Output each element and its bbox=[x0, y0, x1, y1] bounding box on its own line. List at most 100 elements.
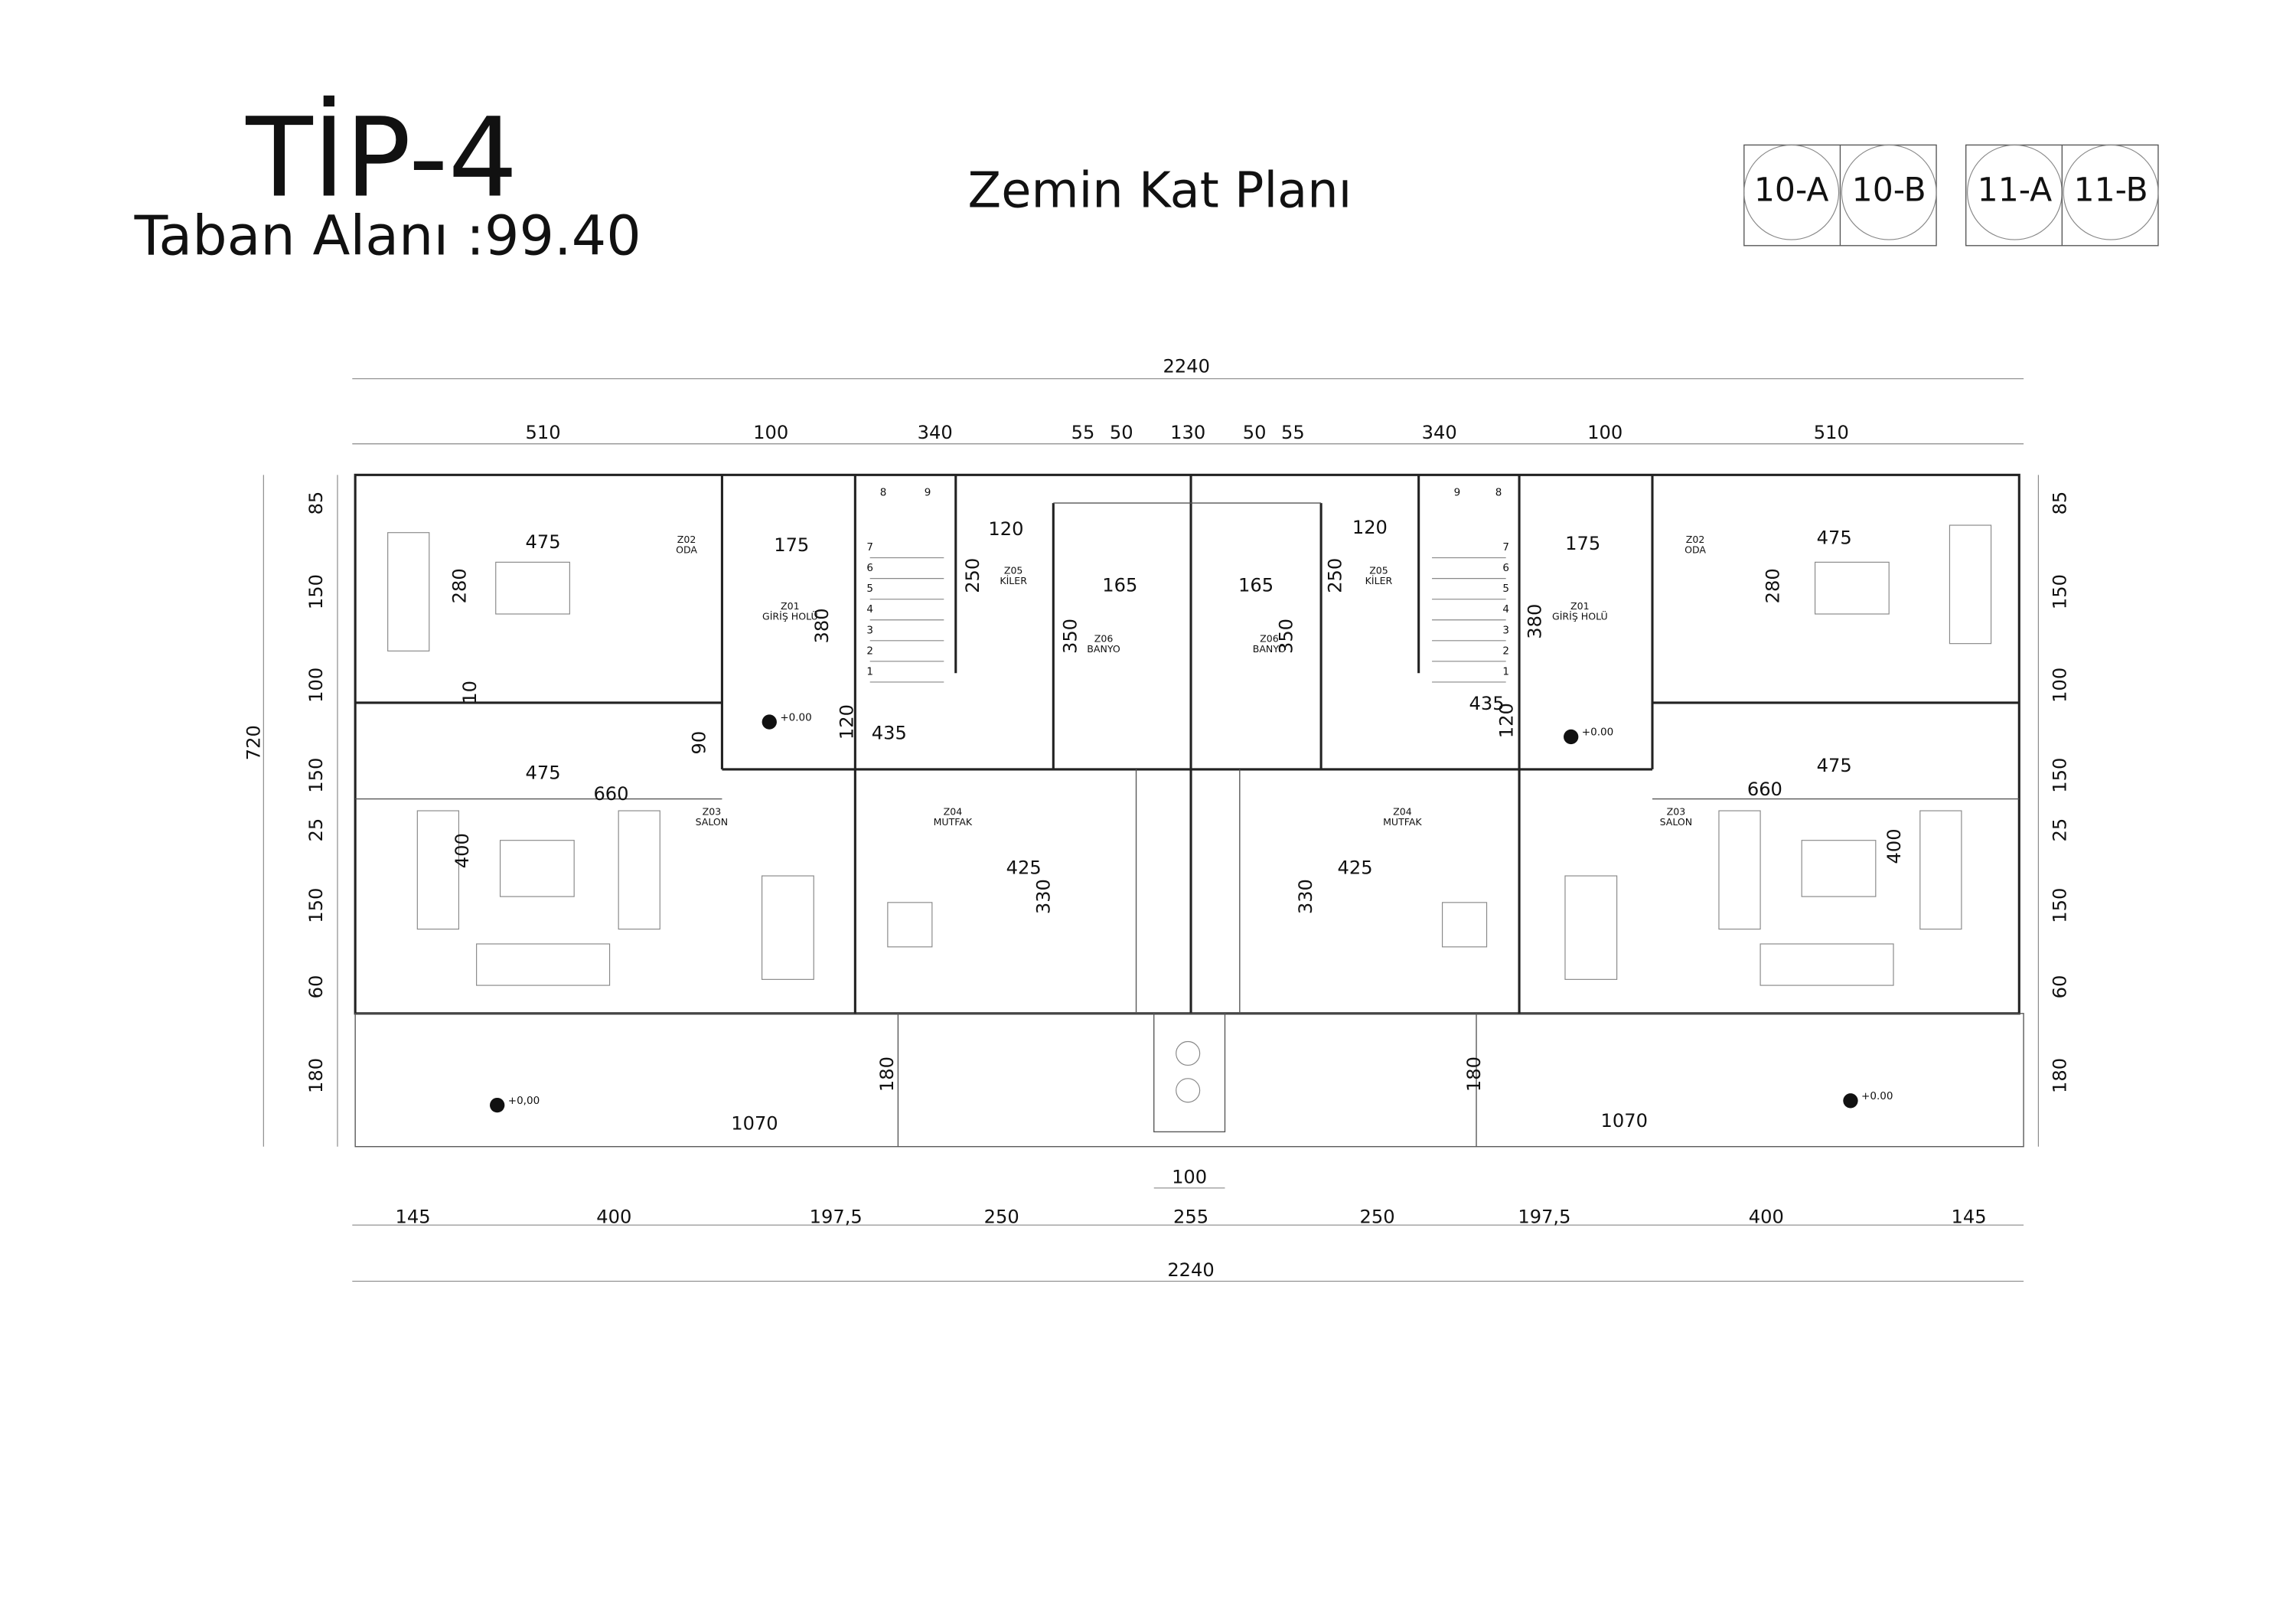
subtitle: Taban Alanı :99.40 bbox=[134, 204, 641, 268]
unit-boxes bbox=[1743, 144, 2159, 247]
dimension: 10 bbox=[459, 681, 481, 704]
dimension: 340 bbox=[918, 422, 953, 443]
stair-step: 9 bbox=[1454, 487, 1461, 499]
dimension: 150 bbox=[305, 888, 327, 923]
dimension: 60 bbox=[305, 975, 327, 999]
plan-title: Zemin Kat Planı bbox=[968, 163, 1352, 220]
dimension: 250 bbox=[1324, 558, 1345, 593]
dimension: 475 bbox=[526, 531, 561, 553]
level: +0.00 bbox=[780, 711, 811, 723]
stair-step: 4 bbox=[1502, 603, 1509, 616]
dimension: 660 bbox=[593, 783, 628, 805]
dimension: 175 bbox=[1565, 533, 1600, 554]
dimension: 145 bbox=[395, 1206, 430, 1227]
room-code: Z03 bbox=[703, 805, 722, 817]
room-code: Z04 bbox=[944, 805, 963, 817]
dimension: 400 bbox=[1883, 828, 1905, 864]
room-name: ODA bbox=[676, 544, 697, 555]
room-name: SALON bbox=[696, 816, 729, 828]
level-marker bbox=[490, 1097, 505, 1113]
dimension: 400 bbox=[452, 833, 473, 868]
dimension: 250 bbox=[1360, 1206, 1395, 1227]
room-code: Z02 bbox=[1686, 534, 1705, 545]
level-marker bbox=[1843, 1093, 1858, 1109]
room-name: MUTFAK bbox=[1383, 816, 1422, 828]
title: TİP-4 bbox=[245, 93, 517, 221]
dimension: 280 bbox=[1762, 568, 1783, 603]
level: +0.00 bbox=[1861, 1090, 1893, 1102]
stair-step: 1 bbox=[1502, 665, 1509, 678]
dimension: 330 bbox=[1033, 879, 1055, 914]
dimension: 660 bbox=[1747, 779, 1782, 800]
dimension: 100 bbox=[753, 422, 788, 443]
dimension: 280 bbox=[448, 568, 470, 603]
dimension: 400 bbox=[596, 1206, 631, 1227]
dimension: 510 bbox=[526, 422, 561, 443]
dimension: 100 bbox=[305, 668, 327, 703]
stair-step: 3 bbox=[1502, 624, 1509, 636]
stair-step: 6 bbox=[866, 562, 873, 574]
dimension: 90 bbox=[688, 731, 709, 755]
dimension: 130 bbox=[1170, 422, 1205, 443]
stair-step: 2 bbox=[1502, 645, 1509, 657]
room-code: Z03 bbox=[1667, 805, 1686, 817]
dimension: 340 bbox=[1422, 422, 1457, 443]
dimension: 510 bbox=[1814, 422, 1849, 443]
dimension: 400 bbox=[1749, 1206, 1784, 1227]
dimension: 50 bbox=[1243, 422, 1267, 443]
dimension: 197,5 bbox=[810, 1206, 863, 1227]
dimension-lines bbox=[263, 378, 2039, 1282]
room-name: GİRİŞ HOLÜ bbox=[1552, 609, 1608, 622]
room-name: MUTFAK bbox=[934, 816, 973, 828]
dimension: 25 bbox=[2049, 818, 2070, 842]
dimension: 475 bbox=[1817, 755, 1852, 776]
dimension: 50 bbox=[1110, 422, 1133, 443]
dimension: 2240 bbox=[1167, 1259, 1214, 1281]
room-code: Z04 bbox=[1393, 805, 1412, 817]
room-code: Z01 bbox=[781, 600, 800, 612]
dimension: 435 bbox=[1469, 693, 1505, 714]
level: +0,00 bbox=[508, 1095, 540, 1107]
stair-step: 8 bbox=[1495, 487, 1502, 499]
room-code: Z06 bbox=[1094, 632, 1114, 644]
dimension: 165 bbox=[1102, 574, 1137, 596]
dimension: 100 bbox=[2049, 668, 2070, 703]
room-name: GİRİŞ HOLÜ bbox=[762, 609, 818, 622]
level-marker bbox=[1564, 729, 1579, 745]
dimension: 197,5 bbox=[1518, 1206, 1570, 1227]
room-code: Z06 bbox=[1260, 632, 1279, 644]
dimension: 425 bbox=[1338, 857, 1373, 878]
unit-label: 11-B bbox=[2074, 172, 2148, 210]
dimension: 475 bbox=[526, 763, 561, 784]
dimension: 330 bbox=[1295, 879, 1316, 914]
unit-label: 10-B bbox=[1852, 172, 1926, 210]
room-name: ODA bbox=[1684, 544, 1706, 555]
room-name: KİLER bbox=[1000, 575, 1027, 586]
walls bbox=[354, 473, 2024, 1148]
unit-label: 10-A bbox=[1754, 172, 1829, 210]
dimension: 145 bbox=[1952, 1206, 1987, 1227]
stair-step: 2 bbox=[866, 645, 873, 657]
dimension: 180 bbox=[1463, 1056, 1485, 1092]
dimension: 100 bbox=[1172, 1166, 1207, 1187]
dimension: 150 bbox=[2049, 758, 2070, 793]
dimension: 2240 bbox=[1163, 355, 1210, 377]
dimension: 25 bbox=[305, 818, 327, 842]
dimension: 150 bbox=[305, 758, 327, 793]
stair-step: 6 bbox=[1502, 562, 1509, 574]
stair-step: 3 bbox=[866, 624, 873, 636]
dimension: 55 bbox=[1281, 422, 1305, 443]
dimension: 180 bbox=[2049, 1058, 2070, 1093]
dimension: 60 bbox=[2049, 975, 2070, 999]
dimension: 120 bbox=[837, 704, 858, 740]
stair-step: 7 bbox=[866, 541, 873, 554]
dimension: 180 bbox=[876, 1056, 898, 1092]
dimension: 255 bbox=[1173, 1206, 1208, 1227]
room-name: BANYO bbox=[1253, 643, 1287, 655]
dimension: 250 bbox=[962, 558, 983, 593]
dimension: 175 bbox=[774, 534, 809, 556]
dimension: 150 bbox=[2049, 888, 2070, 923]
unit-label: 11-A bbox=[1978, 172, 2053, 210]
dimension: 100 bbox=[1587, 422, 1623, 443]
